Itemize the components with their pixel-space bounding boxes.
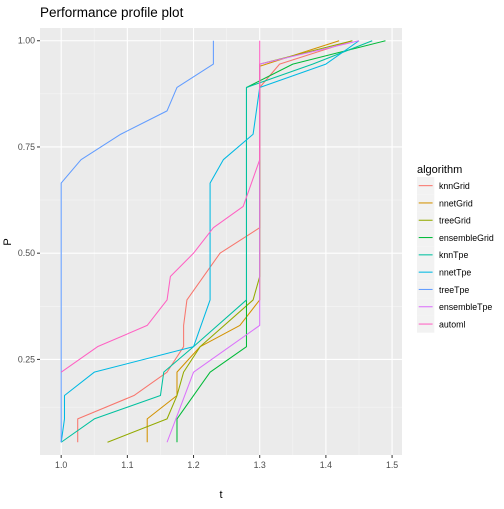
series-line-nnetTpe [60,40,360,443]
series-lines [60,40,386,443]
legend-item-nnetGrid: nnetGrid [417,194,473,212]
x-tick-label: 1.4 [320,460,332,470]
legend-label-treeTpe: treeTpe [439,285,469,295]
legend-item-ensembleGrid: ensembleGrid [417,228,494,247]
y-axis-label: P [2,238,14,245]
legend-label-knnGrid: knnGrid [439,181,470,191]
legend-label-knnTpe: knnTpe [439,250,468,260]
x-tick-label: 1.1 [121,460,133,470]
y-tick-label: 0.25 [18,354,35,364]
series-line-treeTpe [60,40,214,443]
legend-item-treeTpe: treeTpe [417,280,469,299]
legend-item-knnGrid: knnGrid [417,177,470,195]
legend-item-nnetTpe: nnetTpe [417,263,471,281]
legend-item-treeGrid: treeGrid [417,211,471,229]
y-tick-label: 1.00 [18,36,35,46]
legend-title: algorithm [417,164,462,176]
x-tick-label: 1.5 [386,460,398,470]
legend-item-ensembleTpe: ensembleTpe [417,298,492,316]
x-axis: 1.0 1.1 1.2 1.3 1.4 1.5 [55,455,398,470]
legend-item-knnTpe: knnTpe [417,246,468,264]
y-axis: 0.25 0.50 0.75 1.00 [18,36,40,364]
legend-label-automl: automl [439,319,465,329]
series-line-ensembleTpe [166,40,360,443]
series-line-knnGrid [77,40,353,443]
legend-items: knnGrid nnetGrid treeGrid ensembleGrid knnTp… [417,177,494,333]
legend: algorithm knnGrid nnetGrid treeGrid ensembl… [417,164,494,333]
x-axis-label: t [219,489,222,501]
y-tick-label: 0.50 [18,248,35,258]
series-line-ensembleGrid [176,40,386,443]
plot-panel [40,28,402,455]
legend-label-nnetGrid: nnetGrid [439,198,473,208]
series-line-automl [60,40,261,373]
x-tick-label: 1.0 [55,460,67,470]
legend-label-ensembleGrid: ensembleGrid [439,233,494,243]
y-tick-label: 0.75 [18,142,35,152]
legend-item-automl: automl [417,315,465,333]
legend-label-treeGrid: treeGrid [439,216,471,226]
minor-gridlines [40,28,402,455]
legend-label-nnetTpe: nnetTpe [439,268,471,278]
chart-title: Performance profile plot [40,5,184,20]
x-tick-label: 1.2 [187,460,199,470]
x-tick-label: 1.3 [254,460,266,470]
legend-label-ensembleTpe: ensembleTpe [439,302,492,312]
